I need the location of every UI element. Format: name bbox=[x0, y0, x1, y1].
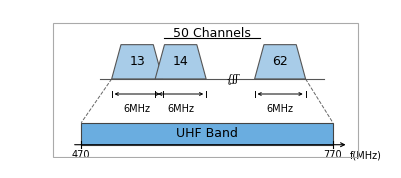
Polygon shape bbox=[111, 45, 163, 79]
Text: 14: 14 bbox=[173, 55, 188, 68]
Text: 470: 470 bbox=[72, 150, 91, 160]
Bar bbox=[81, 123, 333, 145]
Polygon shape bbox=[155, 45, 206, 79]
Text: {ʃʃ: {ʃʃ bbox=[225, 74, 239, 84]
Text: UHF Band: UHF Band bbox=[176, 127, 238, 140]
Text: 62: 62 bbox=[272, 55, 288, 68]
Text: 50 Channels: 50 Channels bbox=[173, 27, 251, 40]
Text: 6MHz: 6MHz bbox=[124, 104, 151, 114]
Text: 770: 770 bbox=[324, 150, 342, 160]
Polygon shape bbox=[255, 45, 306, 79]
Text: 6MHz: 6MHz bbox=[267, 104, 294, 114]
Text: f(MHz): f(MHz) bbox=[350, 150, 382, 160]
Text: 13: 13 bbox=[129, 55, 145, 68]
Text: 6MHz: 6MHz bbox=[167, 104, 194, 114]
